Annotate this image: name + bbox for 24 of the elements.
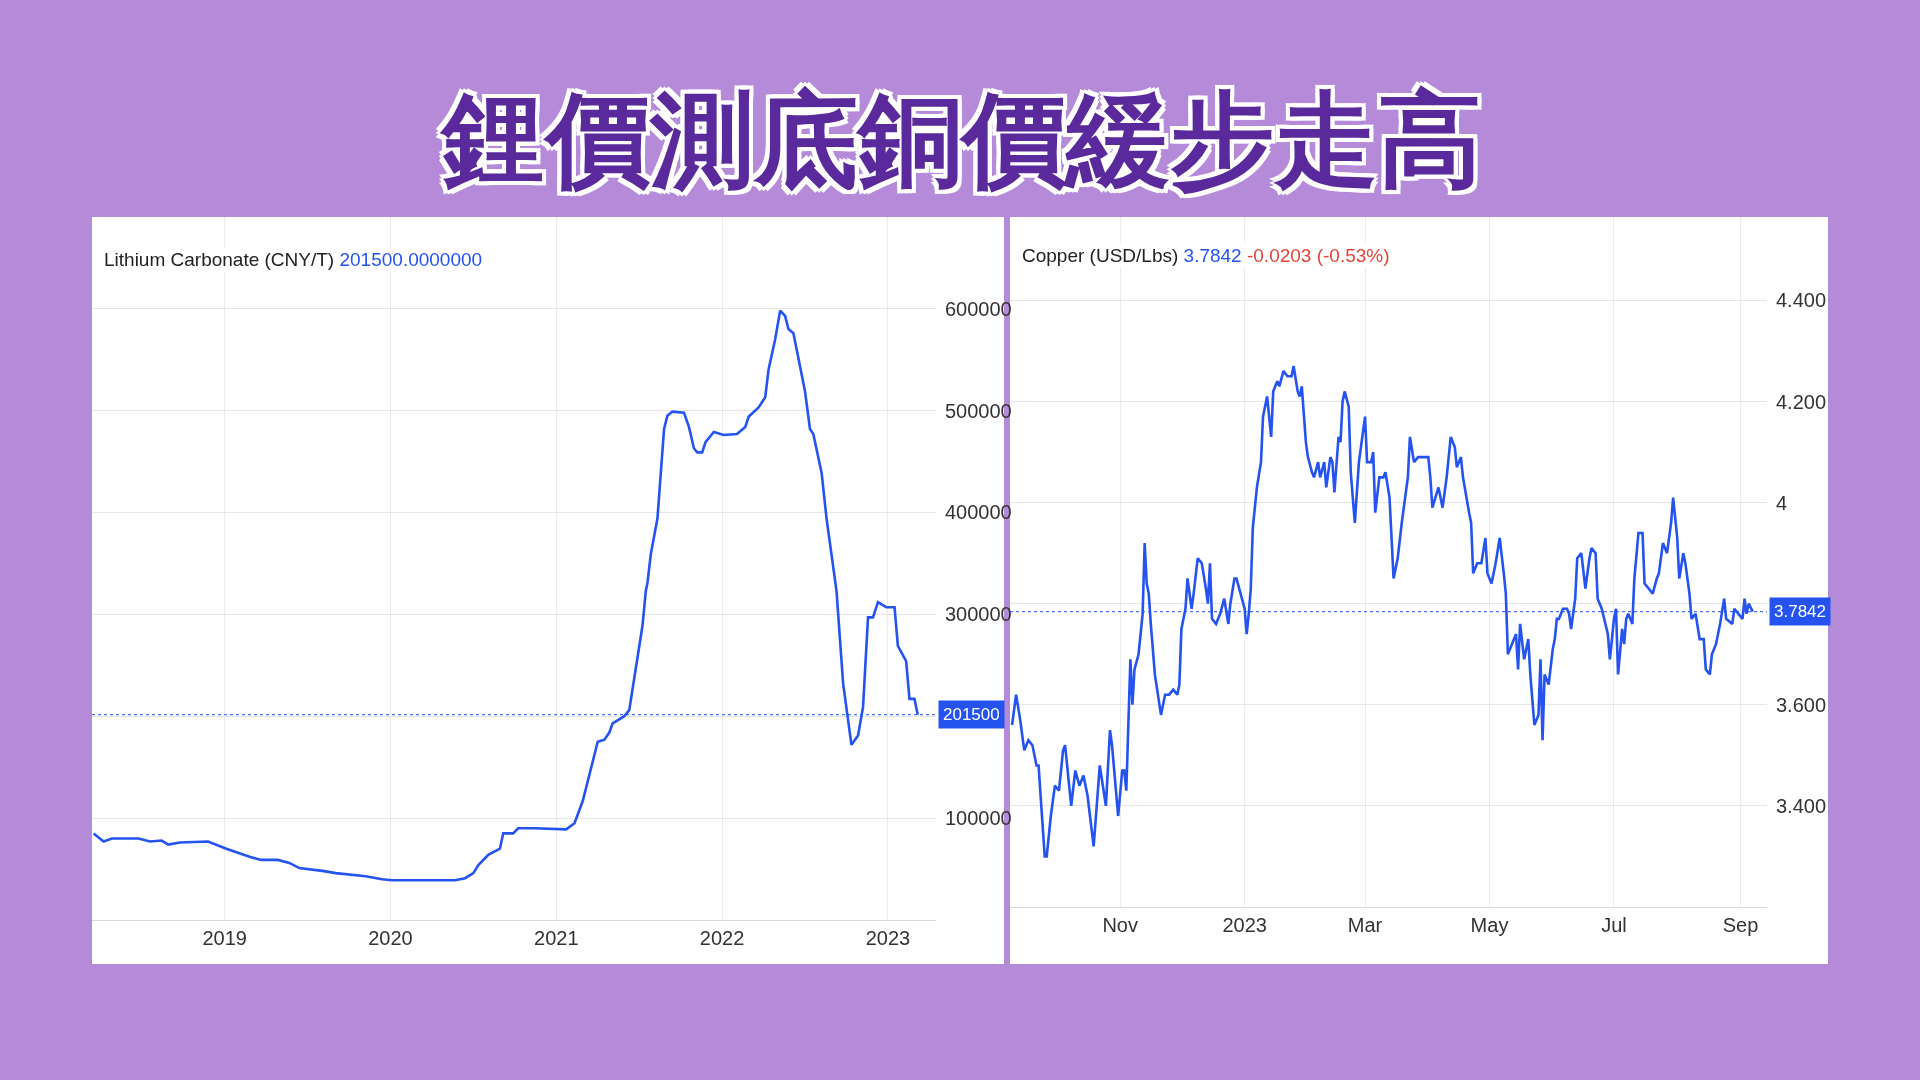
x-tick-label: May [1470,914,1509,936]
x-tick-label: 2023 [865,927,911,949]
x-tick-label: 2020 [368,927,413,949]
text: 201500.0000000 [339,249,483,270]
y-tick-label: 4 [1776,491,1788,514]
text: 3.7842 [1183,245,1242,266]
x-tick-label: Jul [1601,914,1627,936]
annotation: -0.0203 (-0.53%) [1246,245,1390,266]
x-tick-label: Mar [1347,914,1383,936]
x-tick-label: Nov [1102,914,1138,936]
y-tick-label: 4.200 [1776,390,1827,413]
y-tick-label: 4.400 [1776,289,1827,312]
x-tick-label: 2023 [1222,914,1267,936]
x-tick-label: 2021 [534,927,579,949]
x-tick-label: Sep [1722,914,1759,936]
ref-line-label: 201500 [943,705,1000,724]
ref-line-label: 3.7842 [1774,602,1826,621]
text: Lithium Carbonate (CNY/T) [104,249,335,270]
x-tick-label: 2022 [699,927,745,949]
y-tick-label: 3.400 [1776,794,1827,817]
y-tick-label: 3.600 [1776,693,1827,716]
x-tick-label: 2019 [202,927,247,949]
text: Copper (USD/Lbs) [1022,245,1179,266]
text: 鋰價測底銅價緩步走高 [439,79,1482,201]
